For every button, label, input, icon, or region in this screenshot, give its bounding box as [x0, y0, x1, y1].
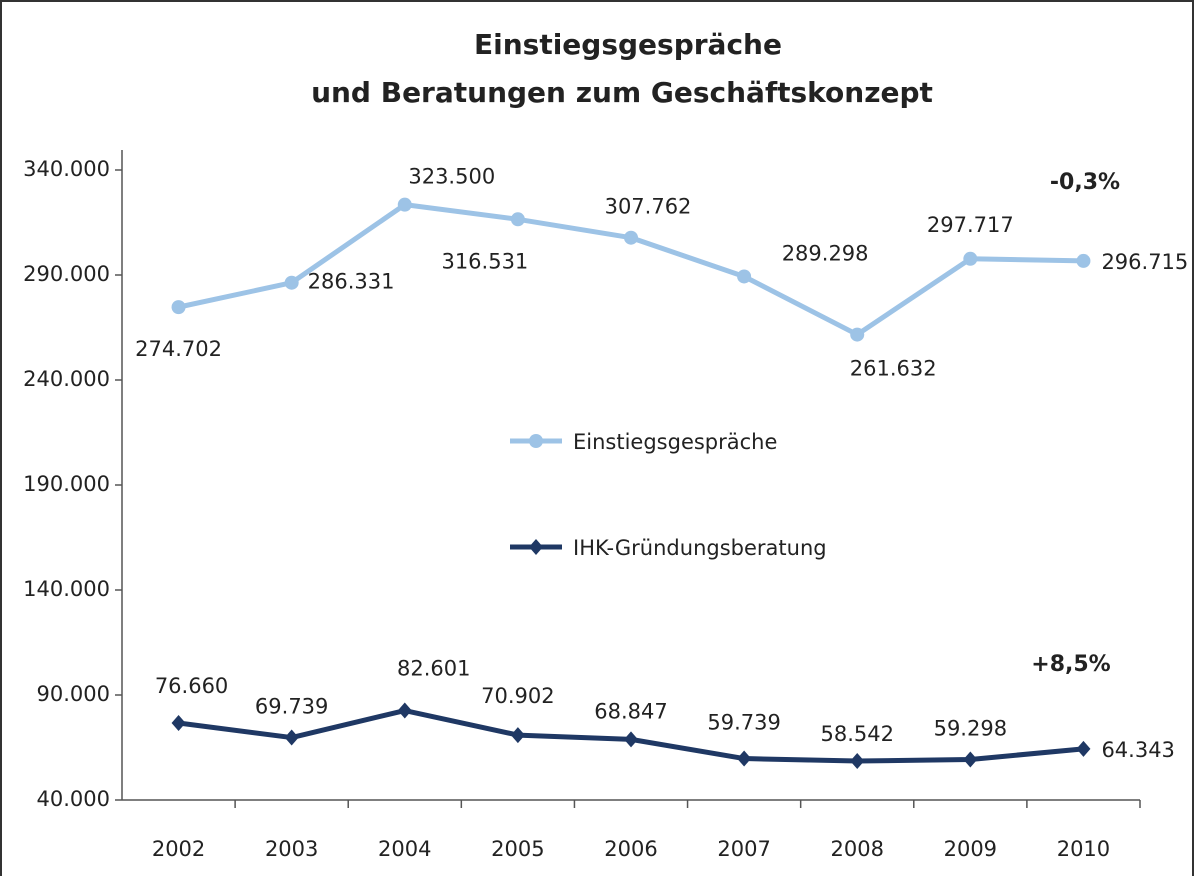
data-label: 261.632: [850, 357, 937, 381]
y-tick-label: 140.000: [23, 577, 110, 601]
data-label: 323.500: [408, 165, 495, 189]
x-tick-label: 2005: [491, 837, 544, 861]
x-tick-label: 2008: [830, 837, 883, 861]
data-label: 58.542: [820, 722, 893, 746]
chart-title: Einstiegsgespräche: [474, 28, 782, 61]
x-tick-label: 2004: [378, 837, 431, 861]
x-tick-label: 2007: [717, 837, 770, 861]
point: [397, 197, 412, 212]
y-tick-label: 190.000: [23, 472, 110, 496]
data-label: 296.715: [1101, 250, 1188, 274]
point: [284, 729, 299, 746]
point: [171, 300, 186, 315]
data-label: 274.702: [135, 337, 222, 361]
point: [624, 230, 638, 245]
data-label: 289.298: [782, 241, 869, 265]
point: [284, 275, 299, 290]
point: [529, 539, 543, 555]
data-label: 82.601: [397, 657, 470, 681]
legend-label: IHK-Gründungsberatung: [573, 536, 827, 560]
data-label: 286.331: [308, 270, 395, 294]
chart-subtitle: und Beratungen zum Geschäftskonzept: [311, 76, 933, 109]
y-tick-label: 90.000: [37, 682, 110, 706]
data-label: 297.717: [927, 213, 1014, 237]
x-tick-label: 2010: [1057, 837, 1110, 861]
point: [510, 212, 525, 227]
data-label: 316.531: [441, 249, 528, 273]
x-tick-label: 2002: [152, 837, 205, 861]
data-label: 307.762: [605, 195, 692, 219]
point: [510, 727, 525, 744]
point: [171, 715, 186, 732]
y-tick-label: 340.000: [23, 157, 110, 181]
point: [529, 434, 543, 448]
point: [1076, 253, 1091, 268]
y-tick-label: 40.000: [37, 787, 110, 811]
point: [963, 751, 978, 768]
data-label: 70.902: [481, 684, 554, 708]
data-label: 64.343: [1101, 738, 1174, 762]
y-tick-label: 240.000: [23, 367, 110, 391]
point: [850, 327, 865, 342]
x-tick-label: 2009: [944, 837, 997, 861]
point: [850, 753, 865, 770]
point: [624, 731, 638, 748]
data-label: 76.660: [155, 674, 228, 698]
data-label: 69.739: [255, 695, 328, 719]
y-tick-label: 290.000: [23, 262, 110, 286]
point: [397, 702, 412, 719]
point: [737, 269, 752, 284]
x-tick-label: 2003: [265, 837, 318, 861]
data-label: 68.847: [594, 699, 667, 723]
data-label: 59.739: [707, 711, 780, 735]
x-tick-label: 2006: [604, 837, 657, 861]
point: [1076, 740, 1091, 757]
annotation: +8,5%: [1031, 652, 1110, 677]
point: [963, 251, 978, 266]
data-label: 59.298: [934, 716, 1007, 740]
point: [737, 750, 752, 767]
annotation: -0,3%: [1050, 170, 1120, 195]
legend-label: Einstiegsgespräche: [573, 430, 777, 454]
